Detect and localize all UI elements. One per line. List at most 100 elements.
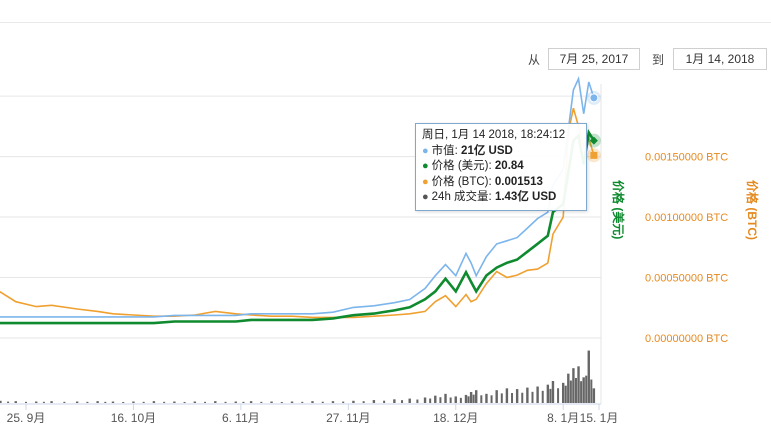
volume-bar xyxy=(50,401,53,403)
tooltip-value: 21亿 USD xyxy=(461,144,513,157)
volume-bar xyxy=(429,398,432,403)
line-price-usd xyxy=(0,129,595,325)
x-tick-label: 25. 9月 xyxy=(7,411,46,425)
volume-bar xyxy=(163,401,166,403)
volume-bar xyxy=(467,396,470,403)
volume-bar xyxy=(469,392,473,403)
volume-bar xyxy=(14,401,17,403)
x-tick-label: 18. 12月 xyxy=(433,411,478,425)
volume-bar xyxy=(383,400,386,403)
volume-bar xyxy=(96,401,99,403)
volume-bar xyxy=(454,396,457,403)
tooltip-label: 价格 (美元): xyxy=(431,160,495,172)
volume-bar xyxy=(582,377,585,403)
volume-bar xyxy=(505,388,509,403)
from-date-input[interactable]: 7月 25, 2017 xyxy=(548,48,640,70)
volume-bar xyxy=(475,390,478,403)
price-btc-marker xyxy=(590,151,598,159)
volume-bar xyxy=(249,401,253,403)
volume-bar xyxy=(480,395,483,403)
line-price-btc xyxy=(0,107,595,319)
tooltip-value: 1.43亿 USD xyxy=(494,191,557,203)
volume-bar xyxy=(204,401,207,403)
volume-bar xyxy=(152,401,156,403)
volume-bar xyxy=(511,392,514,403)
top-divider xyxy=(0,22,771,23)
volume-bar xyxy=(401,400,404,403)
volume-bar xyxy=(372,400,376,403)
volume-bar xyxy=(224,401,227,403)
volume-bar xyxy=(416,399,419,403)
volume-bar xyxy=(270,401,273,403)
volume-bar xyxy=(311,401,314,403)
volume-bar xyxy=(526,387,529,403)
volume-bar xyxy=(132,401,135,403)
volume-bar xyxy=(585,375,588,403)
volume-bar xyxy=(260,401,263,403)
x-tick-label: 27. 11月 xyxy=(326,411,370,425)
volume-bar xyxy=(35,401,38,403)
tooltip-row-volume: ● 24h 成交量: 1.43亿 USD xyxy=(422,190,580,206)
volume-bar xyxy=(577,366,580,403)
volume-bar xyxy=(234,401,237,403)
chart-tooltip: 周日, 1月 14 2018, 18:24:12 ● 市值: 21亿 USD ● 价… xyxy=(415,123,587,211)
price-usd-dot-icon: ● xyxy=(422,160,429,172)
y-tick-label: 0.00000000 BTC xyxy=(645,333,728,345)
volume-bar xyxy=(214,401,217,403)
volume-bar xyxy=(352,400,355,403)
volume-bar xyxy=(280,401,283,403)
to-date-input[interactable]: 1月 14, 2018 xyxy=(673,48,767,70)
volume-bar xyxy=(423,397,427,403)
volume-bar xyxy=(569,380,572,403)
tooltip-value: 20.84 xyxy=(494,160,524,172)
tooltip-row-market-cap: ● 市值: 21亿 USD xyxy=(422,144,580,160)
volume-bar xyxy=(393,399,396,403)
price-btc-dot-icon: ● xyxy=(422,175,429,188)
volume-bar xyxy=(551,381,555,403)
tooltip-row-price-usd: ● 价格 (美元): 20.84 xyxy=(422,159,580,175)
volume-bar xyxy=(7,401,10,403)
volume-dot-icon: ● xyxy=(422,191,429,203)
price-usd-marker xyxy=(589,136,598,145)
volume-bar xyxy=(104,401,107,403)
volume-bar xyxy=(580,381,583,403)
volume-bar xyxy=(572,368,575,403)
volume-bar xyxy=(515,389,519,403)
volume-bar xyxy=(242,401,245,403)
volume-bar xyxy=(541,390,544,403)
volume-bar xyxy=(495,390,498,403)
volume-bar xyxy=(449,397,452,403)
volume-bar xyxy=(500,393,503,403)
volume-bar xyxy=(342,401,345,403)
volume-bar xyxy=(549,388,552,403)
volume-bar xyxy=(536,386,539,403)
volume-bar xyxy=(472,394,475,403)
volume-bar xyxy=(75,401,79,403)
volume-bar xyxy=(567,373,570,403)
volume-bar xyxy=(531,391,534,403)
volume-bar xyxy=(173,401,176,403)
volume-bar xyxy=(590,379,593,403)
volume-bar xyxy=(574,377,577,403)
volume-bar xyxy=(193,401,197,403)
volume-bar xyxy=(362,401,365,403)
market-cap-marker xyxy=(589,93,599,103)
tooltip-title: 周日, 1月 14 2018, 18:24:12 xyxy=(422,129,566,141)
y-axis-label-usd: 价格 (美元) xyxy=(611,180,626,239)
volume-bar xyxy=(464,394,468,403)
volume-bar xyxy=(444,393,447,403)
volume-bar xyxy=(25,401,27,403)
volume-bar xyxy=(561,382,565,403)
volume-bar xyxy=(111,401,115,403)
volume-bar xyxy=(546,384,550,403)
volume-bar xyxy=(439,397,442,403)
volume-bar xyxy=(490,395,493,403)
volume-bar xyxy=(86,401,89,403)
tooltip-label: 市值: xyxy=(431,144,462,157)
volume-bar xyxy=(459,397,462,403)
x-tick-label: 16. 10月 xyxy=(111,411,156,425)
x-tick-label: 15. 1月 xyxy=(580,411,619,425)
volume-bar xyxy=(587,350,590,403)
volume-bar xyxy=(63,401,66,403)
